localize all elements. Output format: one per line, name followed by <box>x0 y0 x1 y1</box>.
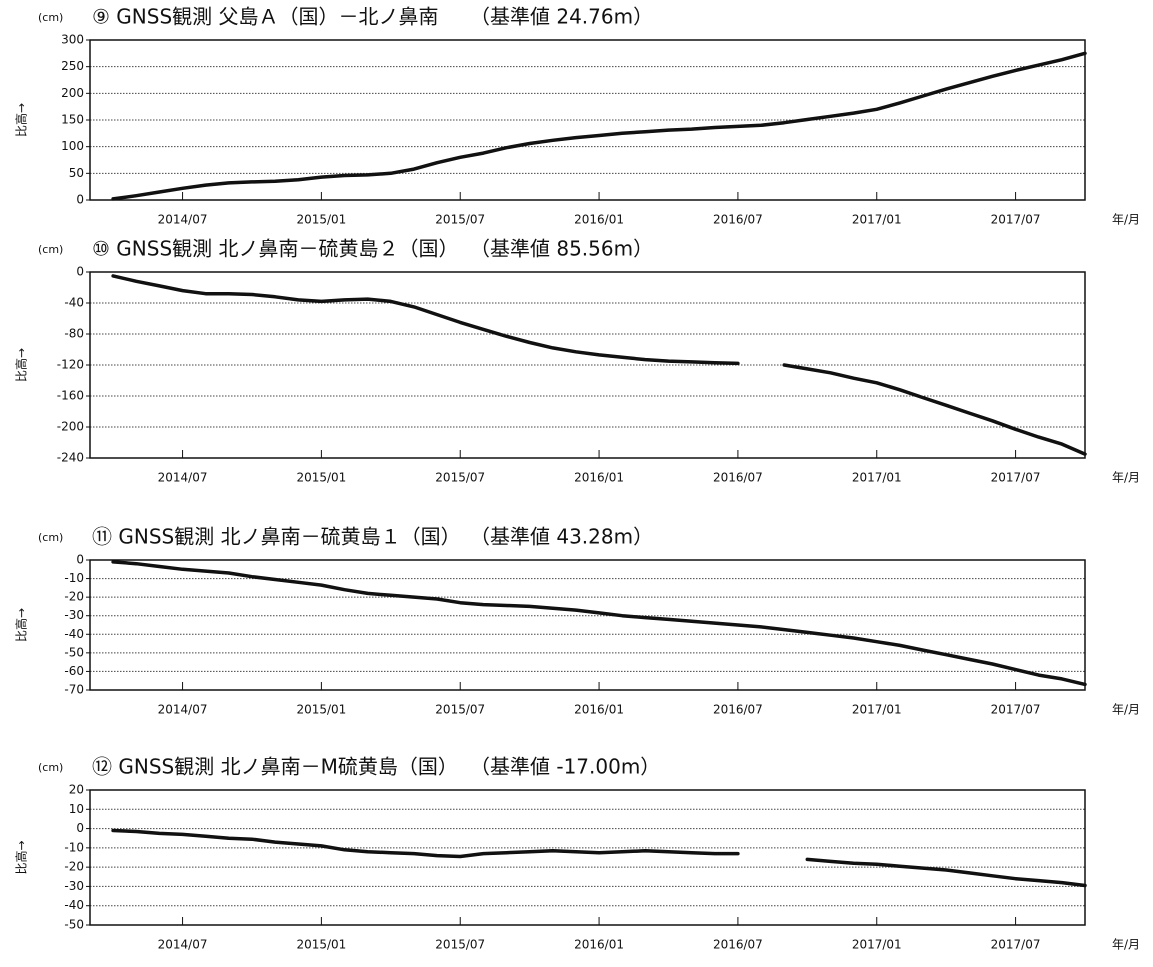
data-line <box>111 828 740 859</box>
y-tick-label: 0 <box>76 821 84 835</box>
y-tick-label: 250 <box>61 59 84 73</box>
x-unit-label: 年/月 <box>1112 938 1140 952</box>
chart-title: ⑩ GNSS観測 北ノ鼻南－硫黄島２（国） <box>92 237 459 261</box>
data-line <box>111 51 1087 201</box>
y-tick-label: -80 <box>64 327 84 341</box>
reference-value: （基準値 85.56m） <box>470 237 653 261</box>
y-tick-label: 0 <box>76 265 84 279</box>
y-tick-label: 20 <box>69 783 84 797</box>
y-tick-label: 0 <box>76 193 84 207</box>
x-tick-label: 2016/07 <box>713 703 763 717</box>
x-tick-label: 2014/07 <box>158 213 208 227</box>
x-tick-label: 2015/01 <box>296 213 346 227</box>
y-tick-label: 200 <box>61 86 84 100</box>
x-tick-label: 2016/07 <box>713 938 763 952</box>
x-unit-label: 年/月 <box>1112 703 1140 717</box>
y-axis-label: 比高→ <box>14 840 29 874</box>
y-tick-label: 100 <box>61 139 84 153</box>
x-tick-label: 2015/01 <box>296 471 346 485</box>
x-tick-label: 2017/01 <box>852 703 902 717</box>
x-tick-label: 2015/01 <box>296 938 346 952</box>
x-tick-label: 2017/07 <box>991 938 1041 952</box>
x-tick-label: 2014/07 <box>158 938 208 952</box>
y-tick-label: -40 <box>64 296 84 310</box>
x-tick-label: 2017/07 <box>991 213 1041 227</box>
y-tick-label: 10 <box>69 802 84 816</box>
x-tick-label: 2017/01 <box>852 938 902 952</box>
x-tick-label: 2014/07 <box>158 471 208 485</box>
unit-label: (cm) <box>38 243 63 256</box>
y-tick-label: -10 <box>64 840 84 854</box>
chart-title: ⑪ GNSS観測 北ノ鼻南－硫黄島１（国） <box>92 525 461 549</box>
y-tick-label: -120 <box>57 358 84 372</box>
x-tick-label: 2015/07 <box>435 471 485 485</box>
x-tick-label: 2017/01 <box>852 213 902 227</box>
y-tick-label: -60 <box>64 664 84 678</box>
y-tick-label: 300 <box>61 33 84 47</box>
plot-frame <box>89 39 1086 201</box>
chart-title: ⑫ GNSS観測 北ノ鼻南－M硫黄島（国） <box>92 755 458 779</box>
y-axis-label: 比高→ <box>14 103 29 137</box>
y-tick-label: -240 <box>57 451 84 465</box>
chart-title: ⑨ GNSS観測 父島Ａ（国）－北ノ鼻南 <box>92 5 439 29</box>
x-tick-label: 2016/01 <box>574 471 624 485</box>
data-line <box>805 857 1087 888</box>
y-tick-label: -160 <box>57 389 84 403</box>
plot-frame <box>89 789 1086 926</box>
x-tick-label: 2017/07 <box>991 703 1041 717</box>
x-tick-label: 2015/01 <box>296 703 346 717</box>
data-line <box>111 274 740 366</box>
y-tick-label: -200 <box>57 420 84 434</box>
unit-label: (cm) <box>38 11 63 24</box>
y-tick-label: -40 <box>64 898 84 912</box>
x-tick-label: 2016/01 <box>574 703 624 717</box>
y-tick-label: -40 <box>64 627 84 641</box>
plot-frame <box>89 559 1086 691</box>
reference-value: （基準値 -17.00m） <box>470 755 660 779</box>
x-tick-label: 2016/07 <box>713 471 763 485</box>
y-tick-label: -30 <box>64 879 84 893</box>
plot-frame <box>89 271 1086 459</box>
y-tick-label: -50 <box>64 645 84 659</box>
x-tick-label: 2017/07 <box>991 471 1041 485</box>
y-tick-label: -20 <box>64 590 84 604</box>
x-tick-label: 2014/07 <box>158 703 208 717</box>
y-axis-label: 比高→ <box>14 608 29 642</box>
x-unit-label: 年/月 <box>1112 471 1140 485</box>
y-tick-label: 50 <box>69 166 84 180</box>
x-tick-label: 2016/01 <box>574 938 624 952</box>
y-axis-label: 比高→ <box>14 348 29 382</box>
x-tick-label: 2016/01 <box>574 213 624 227</box>
unit-label: (cm) <box>38 531 63 544</box>
y-tick-label: -10 <box>64 571 84 585</box>
x-tick-label: 2015/07 <box>435 938 485 952</box>
y-tick-label: 0 <box>76 553 84 567</box>
reference-value: （基準値 43.28m） <box>470 525 653 549</box>
unit-label: (cm) <box>38 761 63 774</box>
y-tick-label: -70 <box>64 683 84 697</box>
reference-value: （基準値 24.76m） <box>470 5 653 29</box>
x-unit-label: 年/月 <box>1112 213 1140 227</box>
data-line <box>111 560 1087 687</box>
y-tick-label: -20 <box>64 860 84 874</box>
x-tick-label: 2015/07 <box>435 703 485 717</box>
y-tick-label: -50 <box>64 918 84 932</box>
x-tick-label: 2015/07 <box>435 213 485 227</box>
x-tick-label: 2017/01 <box>852 471 902 485</box>
y-tick-label: 150 <box>61 113 84 127</box>
data-line <box>782 363 1087 456</box>
x-tick-label: 2016/07 <box>713 213 763 227</box>
y-tick-label: -30 <box>64 608 84 622</box>
